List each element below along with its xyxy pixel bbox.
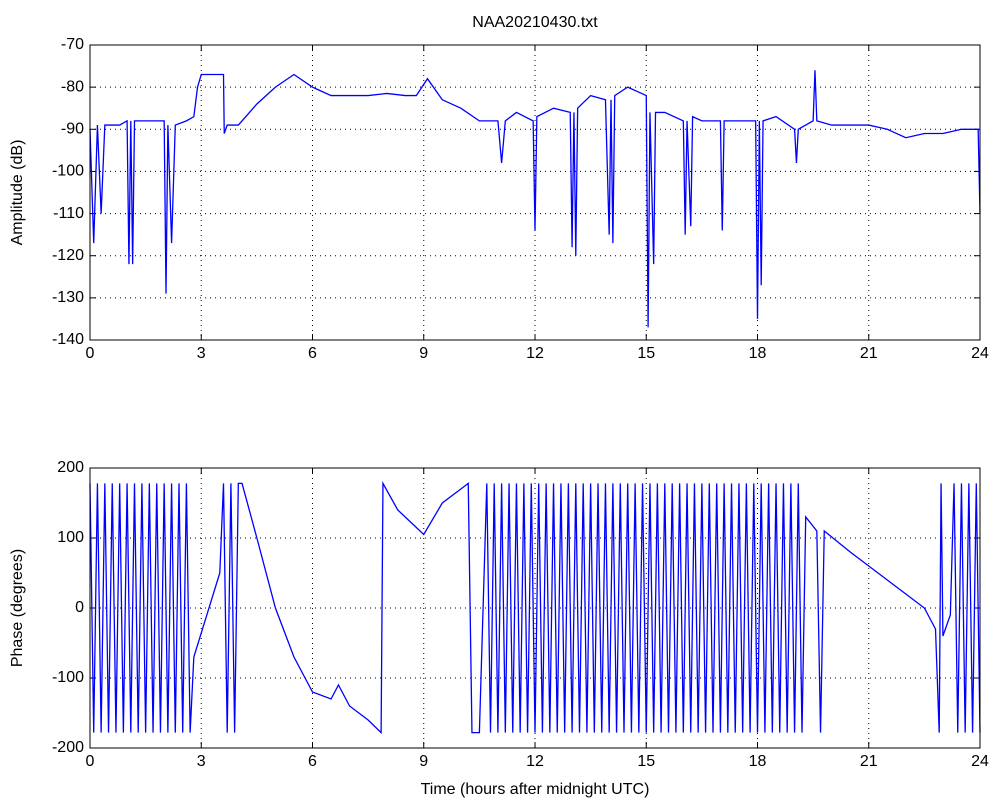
y-tick-label: -70 bbox=[61, 36, 84, 53]
y-axis-label: Amplitude (dB) bbox=[9, 140, 26, 246]
x-tick-label: 3 bbox=[197, 345, 206, 362]
axes-frame bbox=[89, 467, 981, 749]
x-tick-label: 0 bbox=[86, 753, 95, 770]
data-line bbox=[89, 70, 981, 328]
x-tick-label: 15 bbox=[637, 753, 655, 770]
y-tick-label: 200 bbox=[57, 459, 84, 476]
x-tick-label: 21 bbox=[860, 345, 878, 362]
x-tick-label: 12 bbox=[526, 345, 544, 362]
y-tick-label: 100 bbox=[57, 529, 84, 546]
axes-frame bbox=[89, 44, 981, 341]
x-tick-label: 21 bbox=[860, 753, 878, 770]
x-tick-label: 12 bbox=[526, 753, 544, 770]
y-tick-label: -120 bbox=[52, 247, 84, 264]
y-tick-label: -80 bbox=[61, 78, 84, 95]
y-tick-label: -140 bbox=[52, 331, 84, 348]
x-tick-label: 18 bbox=[749, 753, 767, 770]
x-tick-label: 9 bbox=[419, 753, 428, 770]
y-tick-label: -100 bbox=[52, 669, 84, 686]
y-tick-label: 0 bbox=[75, 599, 84, 616]
x-tick-label: 9 bbox=[419, 345, 428, 362]
y-tick-label: -200 bbox=[52, 739, 84, 756]
data-line bbox=[89, 480, 981, 735]
y-tick-label: -130 bbox=[52, 289, 84, 306]
x-tick-label: 15 bbox=[637, 345, 655, 362]
x-tick-label: 18 bbox=[749, 345, 767, 362]
x-tick-label: 24 bbox=[971, 753, 989, 770]
x-tick-label: 24 bbox=[971, 345, 989, 362]
y-tick-label: -90 bbox=[61, 121, 84, 138]
y-tick-label: -100 bbox=[52, 163, 84, 180]
y-tick-label: -110 bbox=[53, 205, 84, 222]
chart-title: NAA20210430.txt bbox=[472, 14, 598, 31]
x-tick-label: 6 bbox=[308, 753, 317, 770]
y-axis-label: Phase (degrees) bbox=[9, 549, 26, 667]
x-axis-label: Time (hours after midnight UTC) bbox=[421, 781, 650, 798]
x-tick-label: 6 bbox=[308, 345, 317, 362]
x-tick-label: 3 bbox=[197, 753, 206, 770]
x-tick-label: 0 bbox=[86, 345, 95, 362]
